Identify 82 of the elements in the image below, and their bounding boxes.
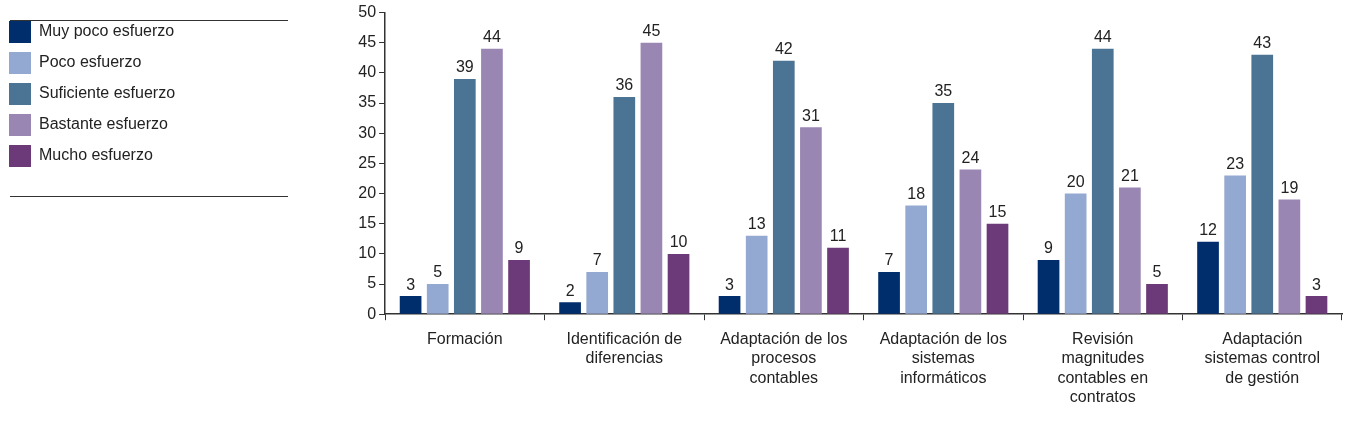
data-label: 15 xyxy=(988,203,1007,221)
data-label: 42 xyxy=(774,40,793,58)
data-label: 20 xyxy=(1066,172,1085,190)
bar xyxy=(640,42,663,314)
bar xyxy=(827,247,849,314)
bar xyxy=(1278,199,1301,314)
bar xyxy=(667,253,690,314)
data-label: 5 xyxy=(433,263,443,281)
bar xyxy=(878,271,900,314)
bar xyxy=(1305,296,1328,314)
bar xyxy=(1091,48,1114,314)
data-label: 24 xyxy=(961,148,980,166)
bar xyxy=(1224,175,1246,314)
bar xyxy=(959,169,982,314)
data-label: 44 xyxy=(483,28,501,46)
legend-label: Mucho esfuerzo xyxy=(39,146,153,164)
bar xyxy=(586,271,609,314)
data-label: 31 xyxy=(802,106,820,124)
data-label: 9 xyxy=(514,239,524,257)
bar xyxy=(1197,241,1219,314)
y-tick-label: 35 xyxy=(358,93,377,111)
x-tick-label: Adaptación sistemas control de gestión xyxy=(1204,330,1321,386)
data-label: 36 xyxy=(615,76,634,94)
legend-label: Suficiente esfuerzo xyxy=(39,84,176,102)
bar xyxy=(772,60,795,314)
bar xyxy=(399,296,422,314)
data-label: 10 xyxy=(669,233,688,251)
data-label: 19 xyxy=(1280,179,1299,196)
legend-label: Muy poco esfuerzo xyxy=(39,22,175,40)
data-label: 12 xyxy=(1199,221,1218,239)
bar xyxy=(481,48,503,314)
data-label: 3 xyxy=(406,275,416,293)
legend-label: Poco esfuerzo xyxy=(39,53,142,71)
bar xyxy=(1251,54,1274,314)
bar xyxy=(745,235,768,314)
y-tick-label: 15 xyxy=(358,214,377,232)
data-label: 18 xyxy=(907,185,926,203)
bar xyxy=(1037,259,1060,314)
y-tick-label: 40 xyxy=(358,63,377,81)
data-label: 44 xyxy=(1093,28,1112,46)
y-tick-label: 50 xyxy=(358,3,377,21)
bar xyxy=(559,302,581,314)
y-tick-label: 25 xyxy=(358,153,377,171)
data-label: 7 xyxy=(592,251,602,269)
data-label: 43 xyxy=(1253,34,1272,52)
x-tick-label: Adaptación de los procesos contables xyxy=(720,330,848,386)
x-tick-label: Formación xyxy=(427,330,503,348)
data-label: 5 xyxy=(1152,263,1162,281)
y-tick-label: 45 xyxy=(358,33,377,51)
data-label: 23 xyxy=(1226,154,1245,172)
bar xyxy=(905,205,928,314)
data-label: 39 xyxy=(455,58,474,76)
data-label: 13 xyxy=(747,215,766,233)
data-label: 3 xyxy=(1312,275,1322,293)
bar xyxy=(453,78,476,314)
bar xyxy=(1064,193,1087,314)
data-label: 9 xyxy=(1044,239,1054,257)
bar xyxy=(613,97,636,314)
bar xyxy=(986,223,1009,314)
y-tick-label: 30 xyxy=(358,123,377,141)
data-label: 7 xyxy=(884,251,894,269)
data-label: 21 xyxy=(1120,166,1139,184)
bar xyxy=(1146,284,1168,314)
data-label: 2 xyxy=(565,281,575,299)
x-tick-label: Identificación de diferencias xyxy=(566,330,683,367)
bar xyxy=(426,284,449,314)
bar xyxy=(718,296,741,314)
x-tick-label: Revisión magnitudes contables en contratos xyxy=(1057,330,1149,405)
bar xyxy=(932,103,955,314)
bar xyxy=(1119,187,1141,314)
y-tick-label: 10 xyxy=(358,244,377,262)
data-label: 35 xyxy=(934,82,953,100)
data-label: 11 xyxy=(829,227,847,245)
x-tick-label: Adaptación de los sistemas informáticos xyxy=(879,330,1007,386)
data-label: 45 xyxy=(642,22,661,40)
y-tick-label: 0 xyxy=(367,304,377,322)
y-tick-label: 20 xyxy=(358,183,377,201)
bar xyxy=(800,127,822,314)
legend-label: Bastante esfuerzo xyxy=(39,115,169,133)
data-label: 3 xyxy=(725,275,735,293)
bar xyxy=(508,259,530,314)
y-tick-label: 5 xyxy=(367,274,377,292)
